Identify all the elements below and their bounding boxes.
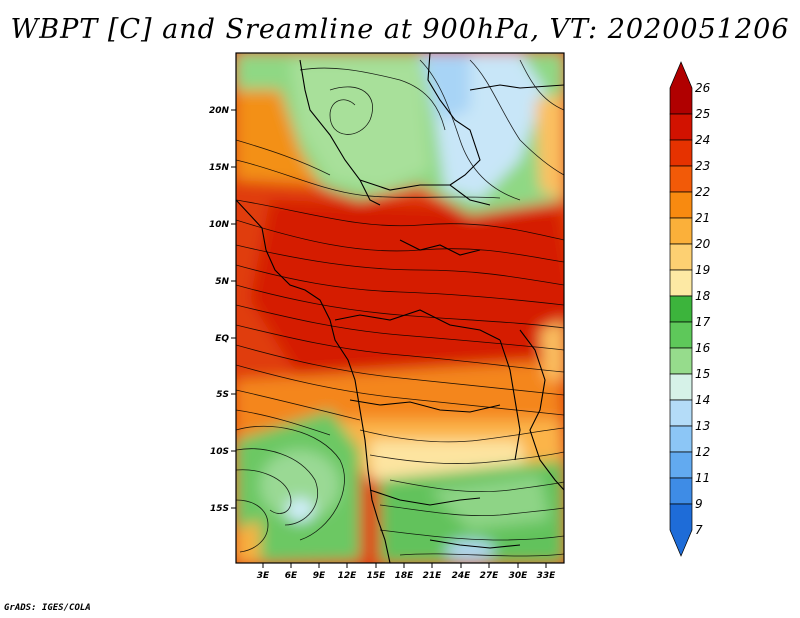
lon-label: 24E <box>452 571 472 581</box>
lat-label: 15N <box>209 163 230 173</box>
longitude-axis: 3E 6E 9E 12E 15E 18E 21E 24E 27E 30E 33E <box>257 563 556 581</box>
colorbar-segment <box>669 347 693 375</box>
colorbar-segment <box>669 191 693 219</box>
lon-label: 21E <box>423 571 443 581</box>
colorbar: 26 25 24 23 22 21 20 19 18 17 16 15 14 13 12 11 9 7 <box>669 61 711 557</box>
colorbar-label: 25 <box>695 107 710 121</box>
lon-label: 6E <box>285 571 298 581</box>
colorbar-segment <box>669 61 693 115</box>
colorbar-label: 15 <box>695 367 710 381</box>
latitude-axis: 20N 15N 10N 5N EQ 5S 10S 15S <box>209 106 236 514</box>
colorbar-segment <box>669 425 693 453</box>
lat-label: 10S <box>210 447 229 457</box>
lat-label: 5S <box>216 390 229 400</box>
lon-label: 3E <box>257 571 270 581</box>
colorbar-label: 22 <box>695 185 710 199</box>
colorbar-label: 24 <box>695 133 710 147</box>
colorbar-label: 13 <box>695 419 710 433</box>
lon-label: 12E <box>338 571 358 581</box>
colorbar-label: 17 <box>695 315 711 329</box>
colorbar-label: 16 <box>695 341 711 355</box>
colorbar-segment <box>669 399 693 427</box>
colorbar-label: 14 <box>695 393 710 407</box>
lat-label: 5N <box>215 277 229 287</box>
colorbar-label: 9 <box>695 497 703 511</box>
colorbar-label: 12 <box>695 445 710 459</box>
colorbar-segment <box>669 451 693 479</box>
lat-label: 15S <box>210 504 229 514</box>
colorbar-segment <box>669 243 693 271</box>
map-frame <box>235 52 565 564</box>
colorbar-segment <box>669 503 693 557</box>
lon-label: 15E <box>367 571 387 581</box>
colorbar-segment <box>669 139 693 167</box>
wbpt-field <box>236 53 564 563</box>
colorbar-label: 26 <box>695 81 711 95</box>
colorbar-label: 19 <box>695 263 710 277</box>
lat-label: 20N <box>209 106 230 116</box>
colorbar-label: 23 <box>695 159 710 173</box>
lat-label: 10N <box>209 220 230 230</box>
colorbar-segment <box>669 217 693 245</box>
colorbar-label: 11 <box>695 471 710 485</box>
map-title: WBPT [C] and Sreamline at 900hPa, VT: 20… <box>10 14 790 45</box>
grads-credit: GrADS: IGES/COLA <box>4 603 91 613</box>
lon-label: 30E <box>509 571 529 581</box>
colorbar-segment <box>669 269 693 297</box>
lon-label: 18E <box>395 571 415 581</box>
colorbar-segment <box>669 321 693 349</box>
colorbar-label: 20 <box>695 237 711 251</box>
colorbar-segment <box>669 113 693 141</box>
colorbar-segment <box>669 373 693 401</box>
colorbar-label: 21 <box>695 211 710 225</box>
colorbar-label: 18 <box>695 289 711 303</box>
lat-label: EQ <box>215 334 229 344</box>
lon-label: 33E <box>537 571 557 581</box>
lon-label: 9E <box>313 571 326 581</box>
lon-label: 27E <box>480 571 500 581</box>
colorbar-segment <box>669 477 693 505</box>
colorbar-segment <box>669 295 693 323</box>
colorbar-segment <box>669 165 693 193</box>
colorbar-label: 7 <box>695 523 703 537</box>
